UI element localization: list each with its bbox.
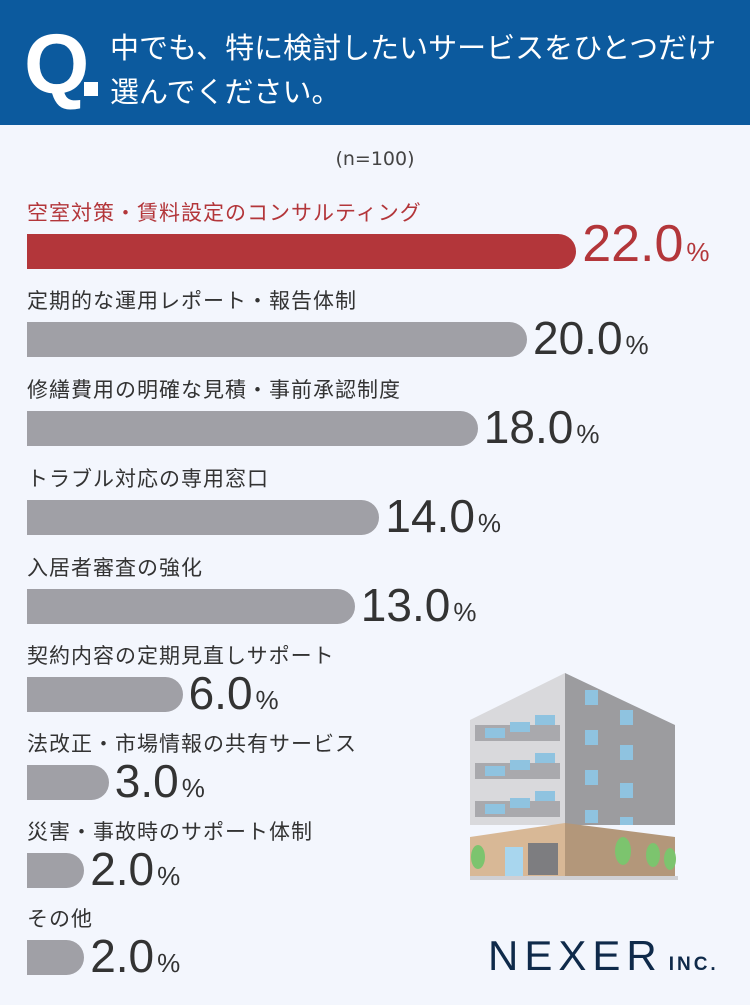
question-header: Q 中でも、特に検討したいサービスをひとつだけ選んでください。	[0, 0, 750, 125]
value-label: 20.0%	[533, 315, 649, 368]
value-label: 3.0%	[115, 758, 205, 811]
category-label: 災害・事故時のサポート体制	[27, 820, 313, 844]
category-label: 契約内容の定期見直しサポート	[27, 644, 335, 668]
value-label: 18.0%	[484, 404, 600, 457]
percent-sign: %	[625, 330, 649, 360]
bar	[27, 322, 527, 357]
value-number: 2.0	[90, 843, 155, 895]
value-number: 13.0	[360, 579, 451, 631]
percent-sign: %	[686, 237, 710, 267]
percent-sign: %	[157, 861, 181, 891]
percent-sign: %	[181, 773, 205, 803]
value-number: 3.0	[114, 755, 179, 807]
value-label: 14.0%	[385, 493, 501, 546]
category-label: 定期的な運用レポート・報告体制	[27, 289, 357, 313]
q-dot	[84, 82, 98, 96]
bar	[27, 853, 85, 888]
value-number: 14.0	[385, 490, 475, 542]
nexer-logo: NEXER INC.	[488, 935, 719, 986]
bar	[27, 234, 577, 269]
category-label: 入居者審査の強化	[27, 556, 203, 580]
value-number: 22.0	[582, 215, 684, 273]
value-number: 18.0	[483, 401, 574, 453]
bar	[27, 500, 380, 535]
question-text: 中でも、特に検討したいサービスをひとつだけ選んでください。	[110, 31, 717, 109]
percent-sign: %	[157, 948, 181, 978]
bar	[27, 940, 85, 975]
percent-sign: %	[477, 508, 502, 538]
value-label: 2.0%	[90, 933, 180, 986]
category-label: トラブル対応の専用窓口	[27, 467, 269, 491]
category-label: 空室対策・賃料設定のコンサルティング	[27, 201, 422, 225]
value-number: 2.0	[90, 930, 155, 982]
percent-sign: %	[255, 685, 279, 715]
building-illustration	[470, 673, 678, 880]
value-label: 6.0%	[189, 670, 279, 723]
category-label: 法改正・市場情報の共有サービス	[27, 732, 357, 756]
q-mark: Q	[24, 17, 90, 111]
value-label: 13.0%	[361, 582, 477, 635]
bar	[27, 589, 355, 624]
bar	[27, 411, 478, 446]
category-label: その他	[27, 907, 93, 931]
percent-sign: %	[453, 597, 477, 627]
value-label: 22.0%	[582, 218, 710, 275]
bar	[27, 677, 183, 712]
category-label: 修繕費用の明確な見積・事前承認制度	[27, 378, 401, 402]
value-number: 20.0	[533, 312, 623, 364]
sample-size: (n=100)	[335, 148, 415, 170]
bar	[27, 765, 109, 800]
value-number: 6.0	[188, 667, 253, 719]
logo-name: NEXER	[488, 932, 663, 979]
value-label: 2.0%	[90, 846, 180, 899]
logo-suffix: INC.	[668, 954, 719, 975]
percent-sign: %	[576, 419, 600, 449]
